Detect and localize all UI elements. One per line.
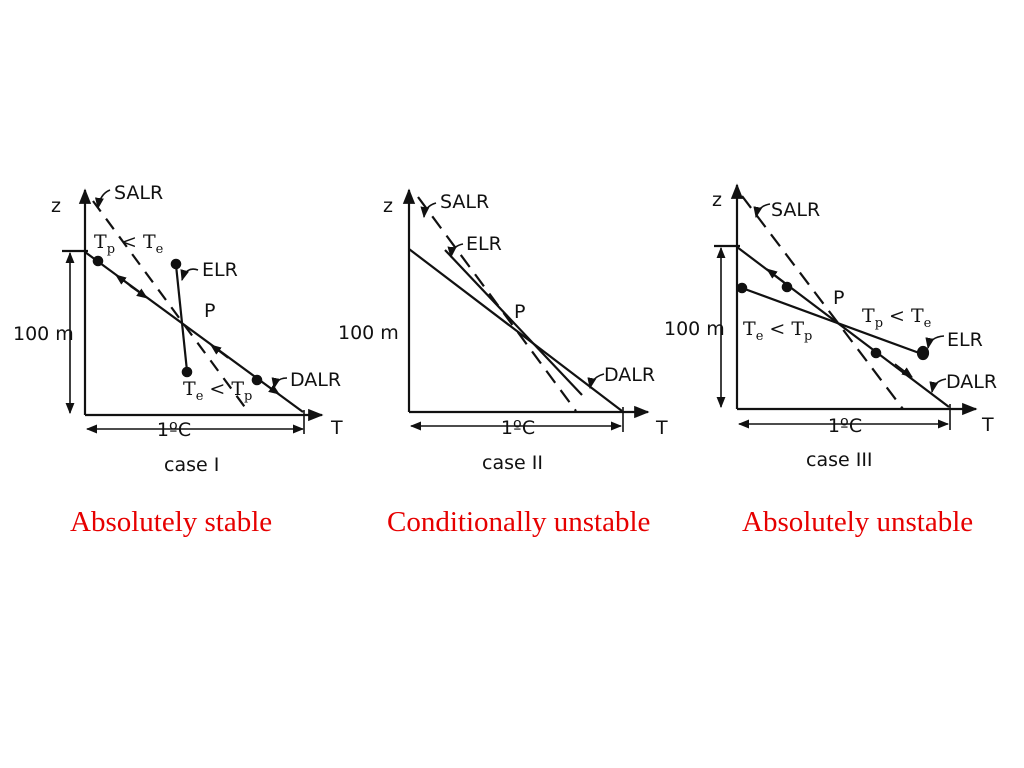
panel-case-1 — [62, 188, 324, 434]
width-label: 1ºC — [501, 417, 535, 439]
dalr-label: DALR — [946, 371, 997, 393]
elr-label: ELR — [947, 329, 983, 351]
caption-absolutely-stable: Absolutely stable — [70, 506, 273, 538]
salr-line — [417, 196, 577, 412]
salr-pointer — [420, 202, 437, 219]
parcel-dot — [92, 255, 104, 267]
dalr-pointer — [587, 373, 605, 390]
dalr-arrow-down-2 — [261, 381, 280, 395]
salr-pointer — [753, 203, 771, 219]
panel-case-3 — [714, 183, 978, 430]
parcel-dot — [170, 258, 182, 270]
dalr-pointer — [929, 378, 947, 394]
panel-case-2 — [402, 188, 650, 432]
dalr-label: DALR — [290, 369, 341, 391]
t-axis-label: T — [655, 417, 668, 439]
comparison-left: Te < Tp — [743, 318, 812, 344]
parcel-dot — [781, 281, 793, 293]
t-axis-label: T — [981, 414, 994, 436]
salr-label: SALR — [114, 182, 163, 204]
z-axis-label: z — [712, 189, 722, 211]
case-label: case III — [806, 449, 873, 471]
height-label: 100 m — [13, 323, 74, 345]
dalr-arrow-up — [766, 268, 785, 283]
point-label: P — [833, 287, 844, 309]
elr-label: ELR — [466, 233, 502, 255]
elr-line — [174, 264, 189, 372]
dalr-line — [408, 248, 623, 412]
parcel-dot — [870, 347, 882, 359]
case-label: case I — [164, 454, 219, 476]
dalr-pointer — [271, 377, 288, 390]
elr-pointer — [180, 268, 199, 282]
caption-conditionally-unstable: Conditionally unstable — [387, 506, 651, 538]
comparison-lower: Te < Tp — [183, 378, 252, 404]
height-label: 100 m — [664, 318, 725, 340]
elr-pointer — [925, 335, 945, 350]
elr-line — [444, 249, 583, 396]
width-label: 1ºC — [828, 415, 862, 437]
parcel-dot — [916, 345, 930, 361]
elr-line — [741, 286, 923, 356]
z-axis-label: z — [51, 195, 61, 217]
dalr-arrow-down — [129, 285, 148, 299]
point-label: P — [204, 300, 215, 322]
height-label: 100 m — [338, 322, 399, 344]
comparison-upper: Tp < Te — [94, 231, 164, 257]
elr-pointer — [447, 243, 464, 259]
comparison-right: Tp < Te — [862, 305, 932, 331]
panel-case-3-text: z T 100 m 1ºC SALR ELR DALR P case III T… — [664, 189, 997, 471]
parcel-dot — [181, 366, 193, 378]
salr-line — [741, 195, 904, 410]
salr-label: SALR — [771, 199, 820, 221]
parcel-dot — [736, 282, 748, 294]
t-axis-label: T — [330, 417, 343, 439]
dalr-arrow-up-2 — [210, 344, 229, 359]
caption-absolutely-unstable: Absolutely unstable — [742, 506, 974, 538]
point-label: P — [514, 301, 525, 323]
panel-case-2-text: z T 100 m 1ºC SALR ELR DALR P case II — [338, 191, 668, 474]
dalr-label: DALR — [604, 364, 655, 386]
panel-case-1-text: z T 100 m 1ºC SALR ELR DALR P case I Tp <… — [13, 182, 343, 476]
width-label: 1ºC — [157, 419, 191, 441]
case-label: case II — [482, 452, 543, 474]
salr-pointer — [94, 189, 111, 210]
salr-label: SALR — [440, 191, 489, 213]
z-axis-label: z — [383, 195, 393, 217]
dalr-arrow-down — [894, 363, 913, 378]
parcel-dot — [251, 374, 263, 386]
elr-label: ELR — [202, 259, 238, 281]
